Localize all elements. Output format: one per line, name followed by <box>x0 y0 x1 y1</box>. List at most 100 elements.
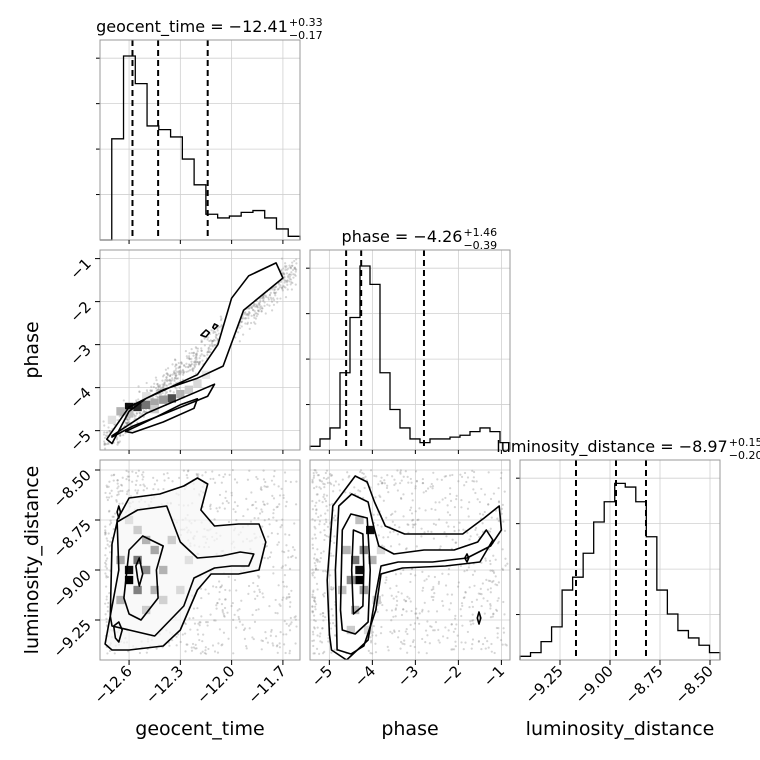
scatter-point <box>287 276 290 279</box>
panel-content <box>102 257 298 455</box>
scatter-point <box>105 496 108 499</box>
scatter-point <box>320 480 324 483</box>
scatter-point <box>402 493 405 496</box>
scatter-point <box>246 478 250 481</box>
scatter-point <box>200 353 203 356</box>
scatter-point <box>161 385 164 389</box>
scatter-point <box>288 649 292 652</box>
scatter-point <box>218 580 221 583</box>
scatter-point <box>255 475 258 479</box>
scatter-point <box>190 360 193 363</box>
panel-frame <box>99 249 301 451</box>
scatter-point <box>293 267 296 270</box>
scatter-point <box>278 642 281 645</box>
scatter-point <box>103 443 106 447</box>
scatter-point <box>116 479 119 482</box>
scatter-point <box>461 624 464 627</box>
scatter-point <box>466 507 470 510</box>
density-cell <box>193 379 202 388</box>
scatter-point <box>503 613 506 616</box>
scatter-point <box>468 501 471 504</box>
scatter-point <box>454 541 458 544</box>
scatter-point <box>156 383 159 386</box>
scatter-point <box>275 645 279 648</box>
scatter-point <box>330 585 333 589</box>
scatter-point <box>329 473 332 476</box>
x-tick-label: −8.75 <box>622 662 667 707</box>
scatter-point <box>183 364 186 367</box>
scatter-point <box>504 564 507 567</box>
scatter-point <box>179 371 182 375</box>
scatter-point <box>141 478 144 481</box>
scatter-point <box>173 358 177 361</box>
scatter-point <box>180 361 183 364</box>
scatter-point <box>217 332 220 335</box>
scatter-point <box>201 474 204 477</box>
scatter-point <box>314 504 317 507</box>
scatter-point <box>325 505 328 508</box>
scatter-point <box>204 652 208 655</box>
scatter-point <box>329 481 332 484</box>
scatter-point <box>175 644 178 647</box>
scatter-point <box>176 370 179 373</box>
scatter-point <box>258 590 262 594</box>
scatter-point <box>392 530 395 533</box>
density-cell <box>159 395 168 404</box>
scatter-point <box>399 572 402 575</box>
contour-line <box>212 323 219 330</box>
scatter-point <box>135 399 138 402</box>
scatter-point <box>105 576 108 579</box>
scatter-point <box>242 514 245 518</box>
scatter-point <box>465 480 468 484</box>
scatter-point <box>213 650 217 653</box>
scatter-point <box>134 414 137 417</box>
scatter-point <box>150 385 153 388</box>
scatter-point <box>258 303 261 307</box>
scatter-point <box>432 471 435 474</box>
scatter-point <box>149 389 152 392</box>
scatter-point <box>255 303 258 306</box>
scatter-point <box>107 426 110 429</box>
scatter-point <box>104 602 107 605</box>
scatter-point <box>145 389 149 392</box>
scatter-point <box>441 599 444 603</box>
scatter-point <box>238 327 242 330</box>
scatter-point <box>322 612 325 615</box>
scatter-point <box>207 346 211 349</box>
scatter-point <box>272 516 275 519</box>
scatter-point <box>178 386 181 390</box>
scatter-point <box>283 574 287 577</box>
scatter-point <box>429 485 432 488</box>
scatter-point <box>317 515 320 519</box>
density-cell <box>141 535 151 545</box>
scatter-point <box>196 347 199 350</box>
scatter-point <box>321 627 324 630</box>
scatter-point <box>106 498 109 502</box>
scatter-point <box>464 590 467 594</box>
y-tick-label: −1 <box>66 255 94 283</box>
scatter-point <box>270 628 273 632</box>
scatter-point <box>313 599 316 602</box>
scatter-point <box>103 453 105 455</box>
scatter-point <box>288 605 292 608</box>
scatter-point <box>263 304 266 307</box>
scatter-point <box>175 377 178 380</box>
scatter-point <box>483 493 487 496</box>
scatter-point <box>471 605 475 608</box>
scatter-point <box>145 651 148 654</box>
scatter-point <box>270 479 274 482</box>
scatter-point <box>244 317 247 320</box>
scatter-point <box>283 471 287 474</box>
scatter-point <box>241 623 244 626</box>
scatter-point <box>312 474 316 477</box>
scatter-point <box>279 631 282 634</box>
scatter-point <box>311 543 314 546</box>
scatter-point <box>290 271 293 274</box>
scatter-point <box>190 363 193 366</box>
scatter-point <box>198 361 201 364</box>
scatter-point <box>188 352 191 355</box>
scatter-point <box>242 313 245 316</box>
scatter-point <box>155 379 158 382</box>
scatter-point <box>216 601 219 605</box>
